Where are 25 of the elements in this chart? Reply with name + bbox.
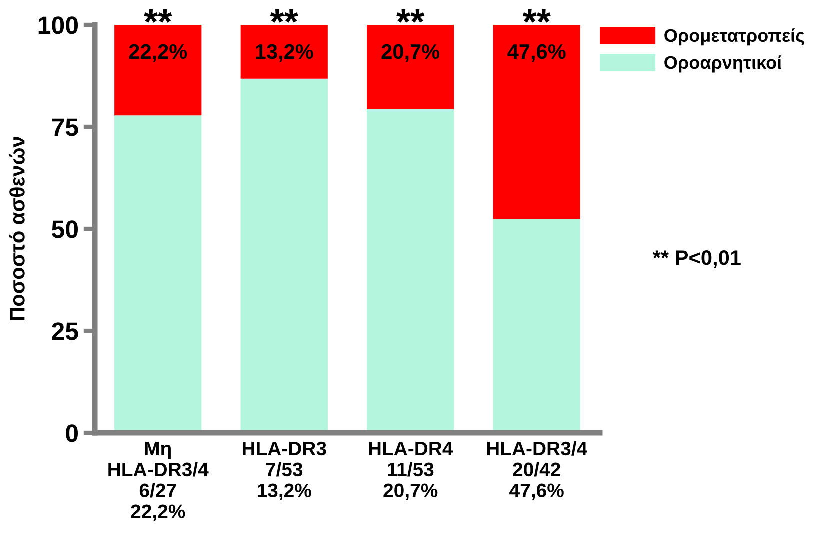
y-tick-label: 50: [52, 220, 78, 238]
bar: [493, 24, 580, 220]
annotation: **: [396, 9, 425, 23]
legend-label: Ορομετατροπείς: [664, 28, 804, 46]
x-tick-label: HLA-DR4 11/53 20,7%: [369, 442, 454, 500]
y-tick-label: 100: [38, 16, 78, 34]
bar: [367, 24, 454, 110]
data-label: 13,2%: [256, 44, 314, 62]
bar: [114, 24, 202, 116]
x-tick-label: HLA-DR3/4 20/42 47,6%: [487, 441, 588, 500]
data-label: 22,2%: [129, 44, 188, 62]
x-tick-label: HLA-DR3 7/53 13,2%: [242, 442, 326, 500]
y-tick-label: 0: [66, 424, 78, 442]
bar: [240, 24, 328, 79]
annotation: **: [522, 9, 551, 23]
text: ** P<0,01: [652, 250, 741, 268]
data-label: 47,6%: [508, 44, 566, 62]
data-label: 20,7%: [382, 44, 440, 62]
annotation: **: [270, 9, 298, 23]
y-tick-label: 25: [52, 322, 78, 340]
legend-label: Οροαρνητικοί: [664, 56, 782, 73]
annotation: **: [144, 9, 172, 23]
x-tick-label: Μη HLA-DR3/4 6/27 22,2%: [108, 442, 209, 522]
y-tick-label: 75: [52, 118, 78, 136]
y-axis-title: Ποσοστό ασθενών: [9, 137, 25, 321]
